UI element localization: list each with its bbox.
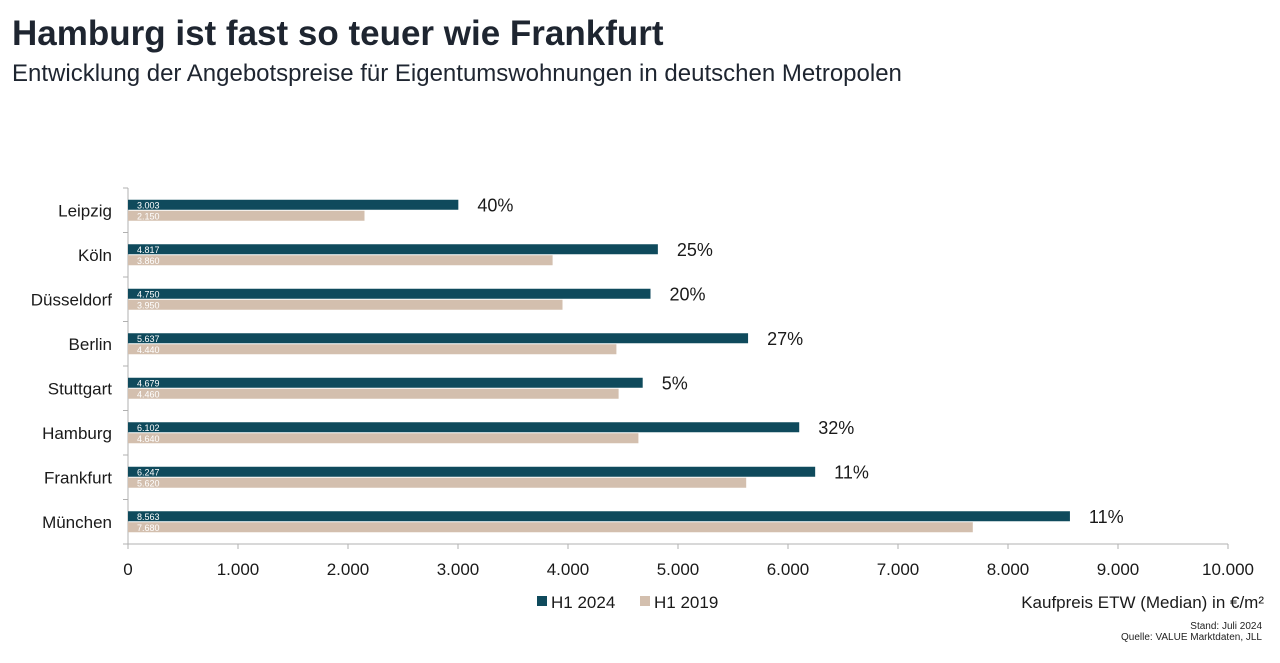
bar-h1-2019	[128, 477, 747, 488]
legend-swatch-h1-2024	[537, 596, 547, 606]
bar-h1-2019	[128, 388, 619, 399]
data-label-h1-2024: 6.247	[137, 467, 160, 477]
change-label: 27%	[767, 329, 803, 349]
data-label-h1-2024: 4.750	[137, 289, 160, 299]
x-tick-label: 6.000	[767, 560, 810, 579]
category-label: Hamburg	[42, 424, 112, 443]
data-label-h1-2019: 3.860	[137, 256, 160, 266]
bar-h1-2019	[128, 344, 617, 355]
bar-h1-2024	[128, 511, 1070, 522]
change-label: 25%	[677, 240, 713, 260]
legend-swatch-h1-2019	[640, 596, 650, 606]
category-label: Leipzig	[58, 201, 112, 220]
x-tick-label: 1.000	[217, 560, 260, 579]
change-label: 5%	[662, 373, 688, 393]
bar-h1-2019	[128, 433, 639, 444]
data-label-h1-2024: 8.563	[137, 512, 160, 522]
bar-h1-2024	[128, 333, 749, 344]
x-axis-title: Kaufpreis ETW (Median) in €/m²	[1021, 593, 1264, 612]
data-label-h1-2019: 4.440	[137, 345, 160, 355]
data-label-h1-2019: 2.150	[137, 211, 160, 221]
data-label-h1-2019: 4.640	[137, 434, 160, 444]
data-label-h1-2019: 7.680	[137, 523, 160, 533]
x-tick-label: 9.000	[1097, 560, 1140, 579]
x-tick-label: 2.000	[327, 560, 370, 579]
change-label: 11%	[1089, 507, 1124, 527]
bar-h1-2024	[128, 422, 800, 433]
category-label: Düsseldorf	[31, 290, 113, 309]
data-label-h1-2019: 3.950	[137, 300, 160, 310]
x-tick-label: 3.000	[437, 560, 480, 579]
data-label-h1-2024: 4.679	[137, 378, 160, 388]
change-label: 32%	[818, 418, 854, 438]
legend-label-h1-2019: H1 2019	[654, 593, 718, 612]
chart-title: Hamburg ist fast so teuer wie Frankfurt	[12, 14, 664, 53]
data-label-h1-2019: 5.620	[137, 478, 160, 488]
bar-h1-2024	[128, 466, 816, 477]
x-tick-label: 4.000	[547, 560, 590, 579]
bar-h1-2019	[128, 255, 553, 266]
category-label: München	[42, 513, 112, 532]
legend-label-h1-2024: H1 2024	[551, 593, 615, 612]
stand-note: Stand: Juli 2024	[1190, 621, 1262, 632]
bar-h1-2024	[128, 244, 658, 255]
data-label-h1-2019: 4.460	[137, 389, 160, 399]
x-tick-label: 8.000	[987, 560, 1030, 579]
change-label: 20%	[670, 284, 706, 304]
category-label: Berlin	[69, 335, 112, 354]
data-label-h1-2024: 4.817	[137, 245, 160, 255]
data-label-h1-2024: 6.102	[137, 423, 160, 433]
category-label: Stuttgart	[48, 379, 113, 398]
x-tick-label: 7.000	[877, 560, 920, 579]
change-label: 11%	[834, 462, 869, 482]
source-note: Quelle: VALUE Marktdaten, JLL	[1121, 632, 1262, 643]
bar-h1-2024	[128, 288, 651, 299]
bar-h1-2024	[128, 199, 459, 210]
bar-h1-2024	[128, 377, 643, 388]
bar-h1-2019	[128, 299, 563, 310]
x-tick-label: 10.000	[1202, 560, 1254, 579]
x-tick-label: 0	[123, 560, 132, 579]
chart-subtitle: Entwicklung der Angebotspreise für Eigen…	[12, 60, 902, 87]
data-label-h1-2024: 3.003	[137, 200, 160, 210]
data-label-h1-2024: 5.637	[137, 334, 160, 344]
bar-h1-2019	[128, 210, 365, 221]
x-tick-label: 5.000	[657, 560, 700, 579]
category-label: Köln	[78, 246, 112, 265]
bar-h1-2019	[128, 522, 973, 533]
change-label: 40%	[477, 195, 513, 215]
category-label: Frankfurt	[44, 468, 112, 487]
